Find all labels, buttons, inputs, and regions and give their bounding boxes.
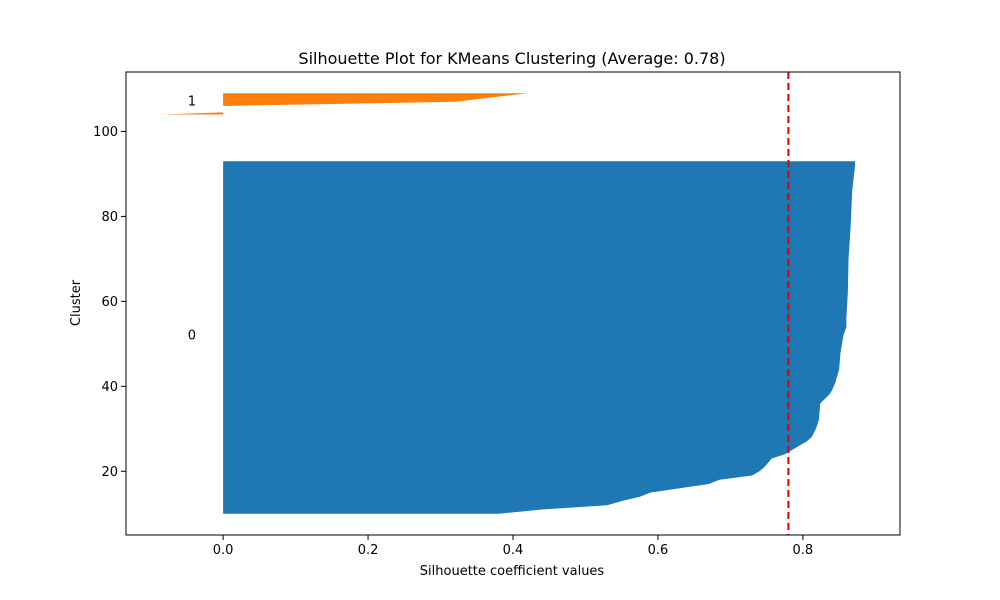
- x-tick-label: 0.6: [648, 543, 669, 558]
- chart-title: Silhouette Plot for KMeans Clustering (A…: [298, 49, 725, 68]
- cluster-0-label: 0: [188, 328, 196, 343]
- x-tick-label: 0.4: [503, 543, 524, 558]
- y-tick-label: 40: [101, 380, 118, 395]
- cluster-1-silhouette: [161, 93, 528, 115]
- x-tick-label: 0.2: [358, 543, 379, 558]
- y-tick-label: 80: [101, 210, 118, 225]
- cluster-0-silhouette: [223, 161, 856, 514]
- y-tick-label: 20: [101, 465, 118, 480]
- y-axis-label: Cluster: [69, 279, 84, 326]
- x-axis-label: Silhouette coefficient values: [420, 564, 605, 579]
- x-tick-label: 0.0: [213, 543, 234, 558]
- plot-area: 0 1 0.0 0.2 0.4 0.6 0.8 20 40 60 80 100: [93, 71, 901, 558]
- cluster-1-label: 1: [188, 95, 196, 110]
- x-tick-label: 0.8: [793, 543, 814, 558]
- y-tick-label: 60: [101, 295, 118, 310]
- y-tick-label: 100: [93, 125, 118, 140]
